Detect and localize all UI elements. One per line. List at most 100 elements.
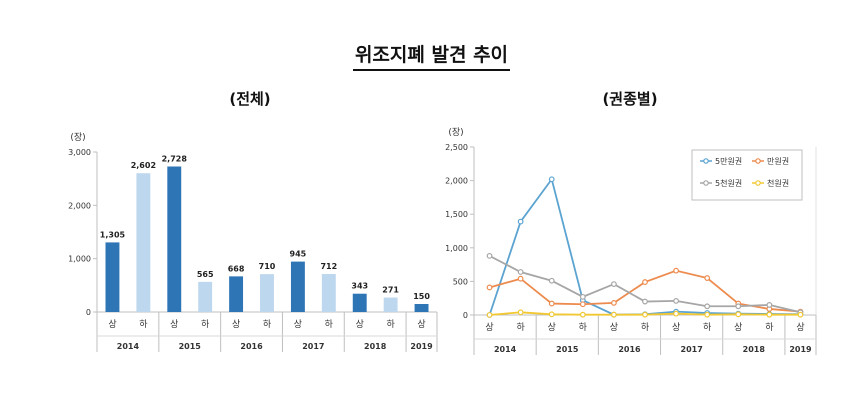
series-point bbox=[548, 277, 555, 284]
series-point bbox=[735, 311, 742, 318]
x-category-label: 하 bbox=[516, 322, 525, 333]
bar bbox=[167, 166, 182, 312]
left-chart-title: (전체) bbox=[229, 90, 271, 108]
y-unit-label: (장) bbox=[70, 132, 85, 143]
series-point bbox=[579, 293, 586, 300]
bar-value-label: 1,305 bbox=[100, 230, 126, 239]
series-point bbox=[673, 297, 679, 304]
series-point bbox=[548, 300, 555, 307]
legend-label: 5천원권 bbox=[715, 178, 742, 188]
x-category-label: 하 bbox=[641, 322, 650, 333]
legend-label: 5만원권 bbox=[715, 156, 742, 166]
series-point bbox=[517, 309, 524, 316]
x-category-label: 상 bbox=[356, 319, 364, 330]
x-category-label: 상 bbox=[734, 322, 742, 333]
series-point bbox=[704, 303, 711, 310]
series-point bbox=[486, 252, 493, 259]
x-category-label: 하 bbox=[263, 319, 272, 330]
legend-box bbox=[691, 149, 803, 201]
legend-marker bbox=[703, 158, 709, 164]
series-point bbox=[797, 311, 804, 318]
series-point bbox=[735, 303, 742, 310]
x-category-label: 하 bbox=[139, 319, 148, 330]
series-point bbox=[766, 311, 773, 318]
legend-label: 천원권 bbox=[767, 178, 789, 188]
x-category-label: 하 bbox=[325, 319, 334, 330]
series-point bbox=[704, 311, 711, 318]
legend-marker bbox=[755, 158, 761, 164]
series-point bbox=[611, 311, 617, 318]
y-unit-label: (장) bbox=[448, 127, 463, 138]
x-category-label: 상 bbox=[548, 322, 556, 333]
bar bbox=[414, 304, 429, 312]
series-point bbox=[673, 267, 679, 274]
bar-value-label: 2,602 bbox=[131, 161, 156, 170]
x-category-label: 하 bbox=[386, 319, 395, 330]
bar bbox=[383, 297, 398, 312]
series-point bbox=[642, 311, 648, 318]
total-bar-chart: (장) 0 1,000 2,000 3,000 상 하 상 하 상 하 상 하 상 하 상 2014 2015 20… bbox=[68, 132, 438, 352]
x-category-label: 하 bbox=[703, 322, 712, 333]
x-group-label: 2014 bbox=[494, 345, 517, 354]
bar bbox=[290, 261, 305, 312]
series-point bbox=[579, 311, 586, 318]
y-tick-label: 2,000 bbox=[445, 177, 468, 186]
legend-label: 만원권 bbox=[767, 156, 789, 166]
series-point bbox=[704, 275, 711, 281]
x-category-label: 하 bbox=[579, 322, 588, 333]
y-tick-label: 1,500 bbox=[445, 210, 468, 219]
y-tick-label: 2,500 bbox=[445, 143, 468, 152]
bar-value-label: 710 bbox=[259, 262, 276, 271]
y-tick-label: 1,000 bbox=[445, 244, 468, 253]
series-point bbox=[486, 284, 493, 291]
x-category-label: 상 bbox=[232, 319, 240, 330]
y-tick-label: 2,000 bbox=[68, 201, 91, 210]
x-group-label: 2019 bbox=[410, 342, 433, 351]
bar-value-label: 565 bbox=[197, 270, 214, 279]
x-category-label: 상 bbox=[796, 322, 804, 333]
legend-marker bbox=[755, 180, 761, 186]
bar bbox=[105, 242, 120, 312]
series-point bbox=[517, 218, 524, 225]
series-point bbox=[517, 269, 524, 275]
bar bbox=[260, 274, 274, 312]
x-category-label: 하 bbox=[201, 319, 210, 330]
bar-value-label: 668 bbox=[228, 264, 245, 273]
y-tick-label: 0 bbox=[463, 311, 468, 320]
bar-value-label: 150 bbox=[413, 292, 430, 301]
right-chart-title: (권종별) bbox=[602, 90, 658, 108]
page-title: 위조지폐 발견 추이 bbox=[0, 40, 863, 71]
x-category-label: 상 bbox=[294, 319, 302, 330]
series-point bbox=[611, 300, 617, 306]
bar bbox=[321, 274, 336, 312]
y-tick-label: 500 bbox=[453, 277, 468, 286]
series-point bbox=[611, 281, 617, 287]
bar-value-label: 271 bbox=[382, 286, 399, 295]
series-point bbox=[642, 279, 648, 285]
series-point bbox=[766, 302, 773, 308]
x-group-label: 2018 bbox=[364, 342, 387, 351]
series-point bbox=[486, 312, 493, 318]
y-tick-label: 0 bbox=[86, 308, 91, 317]
series-point bbox=[548, 311, 555, 318]
x-group-label: 2017 bbox=[681, 345, 703, 354]
x-group-label: 2014 bbox=[117, 342, 140, 351]
x-category-label: 상 bbox=[417, 319, 425, 330]
series-point bbox=[673, 310, 679, 317]
y-tick-label: 1,000 bbox=[68, 255, 91, 264]
x-category-label: 상 bbox=[672, 322, 680, 333]
x-group-label: 2016 bbox=[618, 345, 641, 354]
x-category-label: 하 bbox=[765, 322, 774, 333]
y-tick-label: 3,000 bbox=[68, 148, 91, 157]
x-category-label: 상 bbox=[170, 319, 178, 330]
series-point bbox=[579, 301, 586, 308]
bar bbox=[229, 276, 244, 312]
bar bbox=[198, 281, 213, 312]
legend-marker bbox=[703, 180, 709, 186]
bar-value-label: 945 bbox=[290, 250, 307, 259]
x-group-label: 2015 bbox=[179, 342, 202, 351]
x-category-label: 상 bbox=[485, 322, 493, 333]
bar-value-label: 712 bbox=[320, 262, 337, 271]
series-point bbox=[517, 275, 524, 282]
